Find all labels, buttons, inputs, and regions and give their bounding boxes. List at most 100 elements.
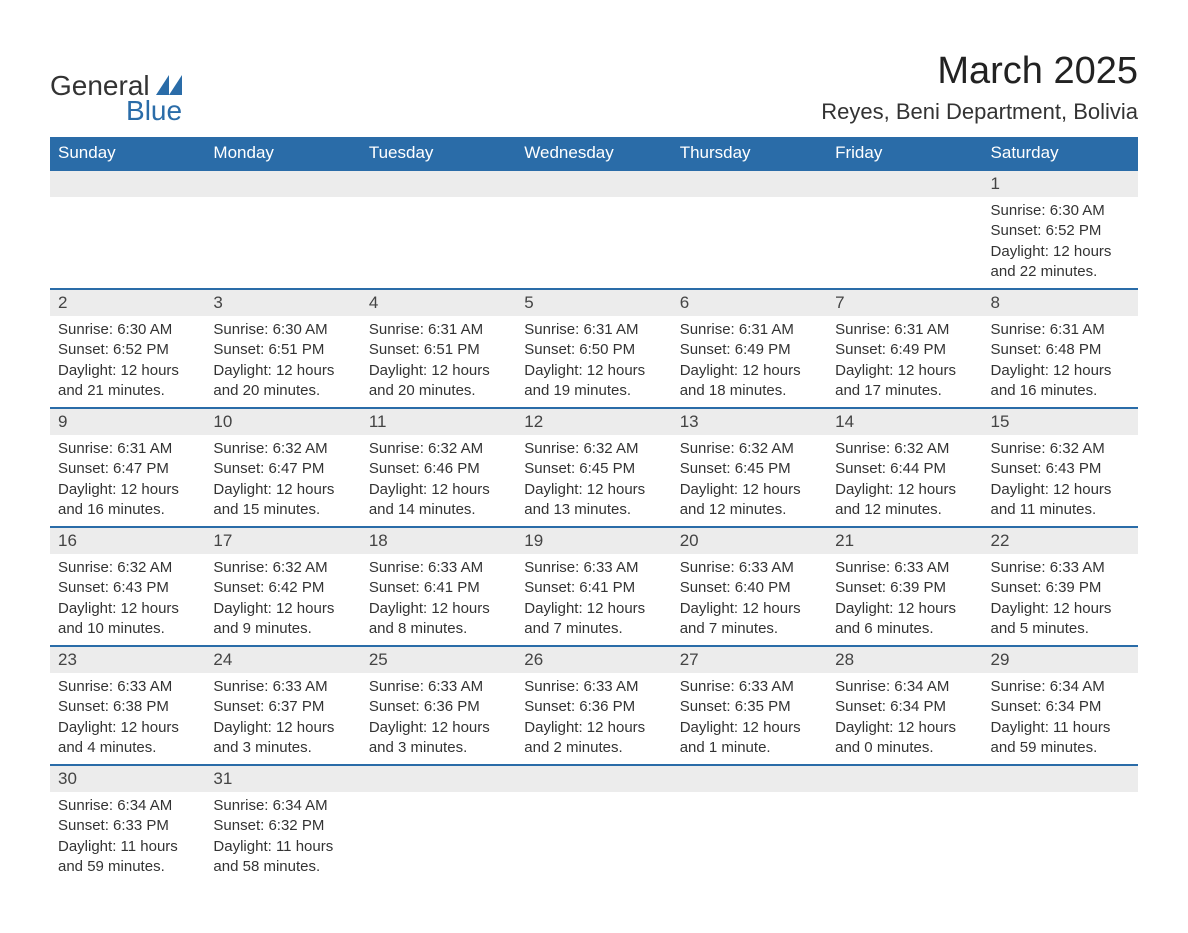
sunset-line: Sunset: 6:43 PM (58, 578, 197, 598)
sunrise-line: Sunrise: 6:33 AM (524, 558, 663, 578)
sunrise-line: Sunrise: 6:32 AM (213, 558, 352, 578)
day-number-cell: 12 (516, 408, 671, 435)
day-number-cell: 25 (361, 646, 516, 673)
daylight-line: Daylight: 11 hours and 59 minutes. (991, 718, 1130, 759)
sunset-line: Sunset: 6:43 PM (991, 459, 1130, 479)
daylight-line: Daylight: 12 hours and 10 minutes. (58, 599, 197, 640)
day-number-row: 9101112131415 (50, 408, 1138, 435)
daylight-line: Daylight: 12 hours and 0 minutes. (835, 718, 974, 759)
daylight-line: Daylight: 12 hours and 13 minutes. (524, 480, 663, 521)
day-content-cell: Sunrise: 6:31 AMSunset: 6:49 PMDaylight:… (827, 316, 982, 408)
sunrise-line: Sunrise: 6:31 AM (58, 439, 197, 459)
daylight-line: Daylight: 12 hours and 8 minutes. (369, 599, 508, 640)
sunset-line: Sunset: 6:34 PM (835, 697, 974, 717)
day-number-cell (672, 765, 827, 792)
daylight-line: Daylight: 12 hours and 9 minutes. (213, 599, 352, 640)
day-content-cell: Sunrise: 6:31 AMSunset: 6:50 PMDaylight:… (516, 316, 671, 408)
daylight-line: Daylight: 12 hours and 3 minutes. (369, 718, 508, 759)
day-number-row: 1 (50, 170, 1138, 197)
day-content-cell: Sunrise: 6:32 AMSunset: 6:44 PMDaylight:… (827, 435, 982, 527)
daylight-line: Daylight: 12 hours and 22 minutes. (991, 242, 1130, 283)
day-number-cell: 13 (672, 408, 827, 435)
day-number-cell (361, 170, 516, 197)
location: Reyes, Beni Department, Bolivia (821, 99, 1138, 125)
day-content-cell: Sunrise: 6:33 AMSunset: 6:39 PMDaylight:… (827, 554, 982, 646)
day-number-cell: 5 (516, 289, 671, 316)
daylight-line: Daylight: 12 hours and 15 minutes. (213, 480, 352, 521)
sunrise-line: Sunrise: 6:30 AM (58, 320, 197, 340)
day-number-cell: 29 (983, 646, 1138, 673)
weekday-header: Monday (205, 137, 360, 170)
day-number-cell: 4 (361, 289, 516, 316)
day-content-cell: Sunrise: 6:31 AMSunset: 6:51 PMDaylight:… (361, 316, 516, 408)
daylight-line: Daylight: 12 hours and 3 minutes. (213, 718, 352, 759)
day-number-cell: 3 (205, 289, 360, 316)
day-number-cell (50, 170, 205, 197)
day-content-cell: Sunrise: 6:33 AMSunset: 6:35 PMDaylight:… (672, 673, 827, 765)
sunset-line: Sunset: 6:48 PM (991, 340, 1130, 360)
sunset-line: Sunset: 6:40 PM (680, 578, 819, 598)
sunrise-line: Sunrise: 6:34 AM (991, 677, 1130, 697)
day-content-cell: Sunrise: 6:34 AMSunset: 6:34 PMDaylight:… (983, 673, 1138, 765)
day-number-cell (361, 765, 516, 792)
day-content-cell (672, 197, 827, 289)
header: General Blue March 2025 Reyes, Beni Depa… (50, 50, 1138, 125)
day-content-cell: Sunrise: 6:32 AMSunset: 6:46 PMDaylight:… (361, 435, 516, 527)
daylight-line: Daylight: 12 hours and 16 minutes. (58, 480, 197, 521)
day-number-cell: 10 (205, 408, 360, 435)
daylight-line: Daylight: 12 hours and 4 minutes. (58, 718, 197, 759)
day-content-cell: Sunrise: 6:32 AMSunset: 6:45 PMDaylight:… (516, 435, 671, 527)
day-number-cell (827, 765, 982, 792)
day-number-cell: 9 (50, 408, 205, 435)
daylight-line: Daylight: 12 hours and 7 minutes. (680, 599, 819, 640)
sunset-line: Sunset: 6:50 PM (524, 340, 663, 360)
daylight-line: Daylight: 12 hours and 14 minutes. (369, 480, 508, 521)
sunrise-line: Sunrise: 6:33 AM (835, 558, 974, 578)
day-content-cell (516, 792, 671, 883)
sunset-line: Sunset: 6:39 PM (835, 578, 974, 598)
sunrise-line: Sunrise: 6:31 AM (680, 320, 819, 340)
daylight-line: Daylight: 12 hours and 11 minutes. (991, 480, 1130, 521)
day-number-cell: 24 (205, 646, 360, 673)
logo: General Blue (50, 71, 182, 125)
logo-text-blue: Blue (50, 97, 182, 125)
sunrise-line: Sunrise: 6:30 AM (213, 320, 352, 340)
sunset-line: Sunset: 6:32 PM (213, 816, 352, 836)
day-content-cell (983, 792, 1138, 883)
day-number-cell: 2 (50, 289, 205, 316)
daylight-line: Daylight: 11 hours and 58 minutes. (213, 837, 352, 878)
sunrise-line: Sunrise: 6:32 AM (835, 439, 974, 459)
weekday-header: Wednesday (516, 137, 671, 170)
day-number-cell (983, 765, 1138, 792)
day-content-cell: Sunrise: 6:31 AMSunset: 6:49 PMDaylight:… (672, 316, 827, 408)
month-title: March 2025 (821, 50, 1138, 93)
daylight-line: Daylight: 12 hours and 20 minutes. (213, 361, 352, 402)
day-number-row: 16171819202122 (50, 527, 1138, 554)
weekday-header: Tuesday (361, 137, 516, 170)
sunset-line: Sunset: 6:35 PM (680, 697, 819, 717)
sunset-line: Sunset: 6:36 PM (524, 697, 663, 717)
day-content-cell (827, 792, 982, 883)
day-content-cell (361, 792, 516, 883)
day-number-cell: 18 (361, 527, 516, 554)
day-number-cell (516, 170, 671, 197)
daylight-line: Daylight: 11 hours and 59 minutes. (58, 837, 197, 878)
day-number-cell: 1 (983, 170, 1138, 197)
sunset-line: Sunset: 6:51 PM (213, 340, 352, 360)
sunset-line: Sunset: 6:52 PM (58, 340, 197, 360)
day-content-cell: Sunrise: 6:34 AMSunset: 6:32 PMDaylight:… (205, 792, 360, 883)
day-number-cell: 11 (361, 408, 516, 435)
day-number-cell: 15 (983, 408, 1138, 435)
weekday-header: Saturday (983, 137, 1138, 170)
sunrise-line: Sunrise: 6:32 AM (369, 439, 508, 459)
sunrise-line: Sunrise: 6:32 AM (58, 558, 197, 578)
day-content-cell: Sunrise: 6:33 AMSunset: 6:41 PMDaylight:… (361, 554, 516, 646)
sunrise-line: Sunrise: 6:33 AM (991, 558, 1130, 578)
day-content-cell: Sunrise: 6:30 AMSunset: 6:51 PMDaylight:… (205, 316, 360, 408)
day-content-row: Sunrise: 6:30 AMSunset: 6:52 PMDaylight:… (50, 316, 1138, 408)
daylight-line: Daylight: 12 hours and 19 minutes. (524, 361, 663, 402)
day-content-row: Sunrise: 6:33 AMSunset: 6:38 PMDaylight:… (50, 673, 1138, 765)
day-content-cell (672, 792, 827, 883)
sunrise-line: Sunrise: 6:32 AM (213, 439, 352, 459)
day-content-row: Sunrise: 6:34 AMSunset: 6:33 PMDaylight:… (50, 792, 1138, 883)
